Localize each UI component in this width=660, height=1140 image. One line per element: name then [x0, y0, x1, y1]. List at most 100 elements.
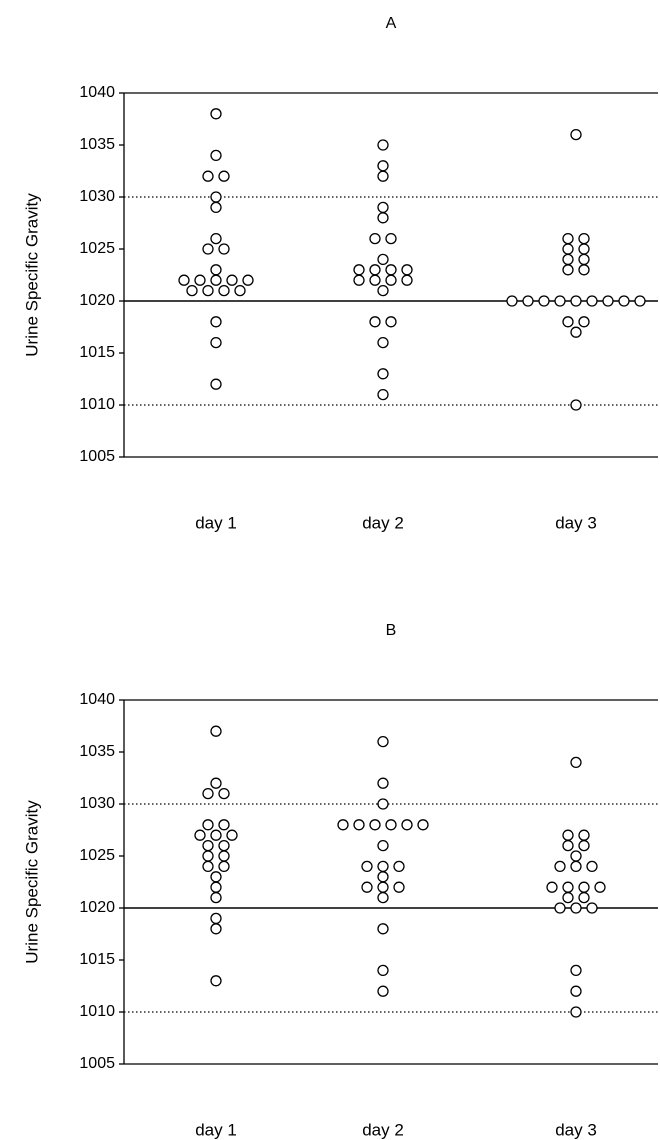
panel-1-point-day-1 [210, 108, 222, 120]
panel-2-point-day-2 [377, 839, 389, 852]
panel-1-point-day-2 [377, 160, 389, 172]
panel-1-point-day-2 [369, 232, 381, 245]
panel-1-point-day-1 [218, 284, 230, 297]
panel-1-point-day-3 [634, 295, 646, 307]
panel-2-point-day-2 [417, 819, 429, 831]
panel-2-point-day-2 [401, 819, 413, 831]
panel-2-point-day-3 [578, 891, 590, 904]
panel-2-y-axis-label: Urine Specific Gravity [22, 800, 41, 964]
panel-2-point-day-1 [202, 839, 214, 852]
panel-1-point-day-3 [562, 243, 574, 255]
panel-2-point-day-1 [202, 860, 214, 873]
panel-1-point-day-2 [377, 212, 389, 224]
panel-2-point-day-2 [377, 891, 389, 904]
panel-2-point-day-1 [210, 891, 222, 904]
panel-2-point-day-1 [210, 912, 222, 925]
panel-1-point-day-1 [210, 149, 222, 162]
panel-2-point-day-3 [554, 860, 566, 873]
panel-2-point-day-2 [377, 798, 389, 810]
panel-1-point-day-3 [562, 232, 574, 245]
panel-2-point-day-1 [218, 787, 230, 800]
panel-2-point-day-2 [377, 964, 389, 977]
panel-2-point-day-2 [377, 860, 389, 873]
panel-1-point-day-3 [586, 295, 598, 307]
panel-1-point-day-1 [210, 201, 222, 214]
panel-1-y-tick-label: 1020 [79, 292, 115, 309]
panel-1-point-day-3 [602, 295, 614, 307]
panel-1-point-day-1 [202, 170, 214, 182]
panel-2-point-day-1 [210, 777, 222, 789]
panel-2-title: B [386, 622, 397, 639]
panel-2-y-tick-label: 1005 [79, 1055, 115, 1072]
panel-2-point-day-3 [562, 839, 574, 852]
panel-1-point-day-2 [385, 316, 397, 328]
panel-2-point-day-3 [570, 756, 582, 769]
panel-2-point-day-3 [578, 839, 590, 852]
panel-1-point-day-3 [570, 399, 582, 411]
panel-1-point-day-3 [562, 253, 574, 266]
panel-1-point-day-1 [234, 284, 246, 297]
panel-2-point-day-1 [210, 725, 222, 737]
panel-1-point-day-1 [194, 274, 206, 286]
panel-1-point-day-1 [202, 284, 214, 297]
panel-1-point-day-1 [226, 274, 238, 286]
panel-2-point-day-3 [578, 829, 590, 841]
panel-2-point-day-1 [194, 829, 206, 841]
panel-1-point-day-3 [538, 295, 550, 307]
panel-1-category-label: day 3 [555, 513, 597, 532]
panel-2-point-day-3 [546, 881, 558, 893]
panel-1-point-day-1 [210, 191, 222, 203]
panel-2-point-day-1 [202, 819, 214, 831]
panel-2-point-day-3 [570, 860, 582, 873]
panel-2-category-label: day 2 [362, 1120, 404, 1139]
panel-2-point-day-2 [377, 871, 389, 883]
panel-2-point-day-2 [353, 819, 365, 831]
panel-2-point-day-1 [202, 850, 214, 862]
panel-2-y-tick-label: 1010 [79, 1003, 115, 1020]
panel-2-point-day-2 [361, 860, 373, 873]
panel-2-y-tick-label: 1040 [79, 691, 115, 708]
panel-1-y-axis-label: Urine Specific Gravity [22, 193, 41, 357]
panel-1-point-day-3 [554, 295, 566, 307]
panel-1-point-day-1 [210, 274, 222, 286]
panel-1-y-tick-label: 1035 [79, 136, 115, 153]
panel-2-point-day-2 [377, 735, 389, 748]
panel-2-point-day-3 [562, 881, 574, 893]
panel-2-point-day-2 [385, 819, 397, 831]
panel-1-point-day-2 [385, 232, 397, 245]
panel-2-point-day-3 [586, 860, 598, 873]
panel-1-y-tick-label: 1030 [79, 188, 115, 205]
panel-1-point-day-2 [369, 264, 381, 276]
panel-2-y-tick-label: 1035 [79, 743, 115, 760]
panel-1-y-tick-label: 1010 [79, 396, 115, 413]
panel-2-point-day-2 [377, 777, 389, 789]
panel-2-point-day-1 [218, 850, 230, 862]
panel-2-point-day-1 [210, 829, 222, 841]
panel-1-category-label: day 1 [195, 513, 237, 532]
panel-1-point-day-2 [353, 264, 365, 276]
panel-1-y-tick-label: 1005 [79, 448, 115, 465]
panel-2-point-day-2 [361, 881, 373, 893]
panel-1-point-day-1 [210, 316, 222, 328]
panel-1-point-day-1 [178, 274, 190, 286]
panel-1-point-day-3 [562, 264, 574, 276]
panel-2-y-tick-label: 1030 [79, 795, 115, 812]
panel-1-point-day-2 [401, 274, 413, 286]
panel-1-point-day-1 [186, 284, 198, 297]
panel-1-point-day-2 [385, 274, 397, 286]
panel-2-point-day-1 [226, 829, 238, 841]
panel-1-point-day-1 [218, 243, 230, 255]
panel-1-point-day-3 [522, 295, 534, 307]
panel-1-point-day-2 [401, 264, 413, 276]
panel-2-point-day-2 [393, 860, 405, 873]
panel-1-y-tick-label: 1025 [79, 240, 115, 257]
panel-2-point-day-1 [210, 871, 222, 883]
panel-2-point-day-3 [586, 902, 598, 914]
panel-1-point-day-1 [210, 264, 222, 276]
panel-1-point-day-1 [242, 274, 254, 286]
panel-1-point-day-3 [578, 316, 590, 328]
panel-1-point-day-2 [353, 274, 365, 286]
panel-1-point-day-2 [369, 274, 381, 286]
